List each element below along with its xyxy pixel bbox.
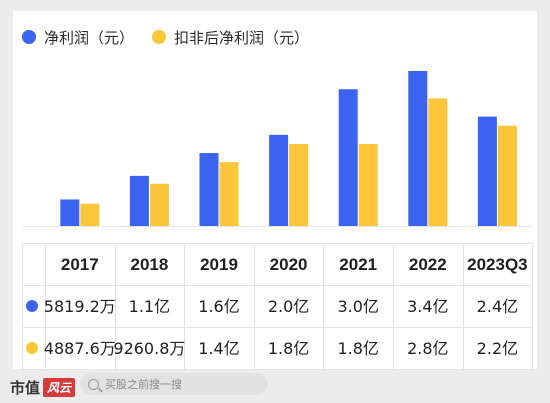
table-cell-adjusted-profit-2022: 2.8亿 [407,339,448,358]
table-row-swatch-adjusted-profit [26,342,38,354]
bar-net-profit-2017 [60,199,80,226]
bar-net-profit-2022 [408,71,428,226]
table-cell-net-profit-2020: 2.0亿 [268,297,309,316]
legend-item-net-profit: 净利润（元） [22,27,134,48]
table-header-2021: 2021 [339,255,377,274]
table-header-2018: 2018 [130,255,168,274]
table-cell-adjusted-profit-2021: 1.8亿 [337,339,378,358]
bar-net-profit-2023Q3 [477,116,497,226]
table-cell-net-profit-2019: 1.6亿 [198,297,239,316]
table-cell-net-profit-2017: 5819.2万 [44,297,116,316]
legend-swatch-adjusted-profit [152,30,167,44]
bar-adjusted-profit-2017 [80,203,100,226]
bar-adjusted-profit-2019 [219,162,239,226]
legend-label-adjusted-profit: 扣非后净利润（元） [174,28,310,47]
bar-net-profit-2020 [269,134,289,226]
table-header-2023Q3: 2023Q3 [467,255,528,274]
table-header-2020: 2020 [270,255,308,274]
search-icon [88,378,99,390]
bar-adjusted-profit-2018 [149,183,169,226]
table-header-2017: 2017 [61,255,99,274]
table-cell-adjusted-profit-2017: 4887.6万 [44,339,116,358]
table-cell-net-profit-2018: 1.1亿 [129,297,170,316]
bar-net-profit-2019 [199,153,219,226]
legend-swatch-net-profit [22,30,36,44]
brand-logo-text: 市值 [10,379,41,397]
table-cell-net-profit-2021: 3.0亿 [337,297,378,316]
brand-logo: 市值 风云 [10,377,76,398]
bar-net-profit-2018 [129,175,149,226]
brand-logo-badge: 风云 [43,378,76,397]
bar-adjusted-profit-2023Q3 [497,125,517,226]
chart-legend: 净利润（元） 扣非后净利润（元） [22,24,309,50]
bar-adjusted-profit-2021 [358,143,378,226]
search-bar[interactable]: 买股之前搜一搜 [80,373,268,395]
bar-adjusted-profit-2022 [428,98,448,226]
bar-adjusted-profit-2020 [289,143,309,226]
table-cell-adjusted-profit-2018: 9260.8万 [113,339,185,358]
table-row-swatch-net-profit [26,300,38,312]
bar-net-profit-2021 [338,89,358,226]
table-cell-adjusted-profit-2023Q3: 2.2亿 [477,339,518,358]
table-cell-adjusted-profit-2020: 1.8亿 [268,339,309,358]
table-cell-adjusted-profit-2019: 1.4亿 [198,339,239,358]
table-cell-net-profit-2023Q3: 2.4亿 [477,297,518,316]
legend-label-net-profit: 净利润（元） [44,28,135,47]
table-header-2022: 2022 [409,255,447,274]
table-cell-net-profit-2022: 3.4亿 [407,297,448,316]
table-header-2019: 2019 [200,255,238,274]
search-placeholder: 买股之前搜一搜 [105,378,182,391]
legend-item-adjusted-profit: 扣非后净利润（元） [152,27,309,48]
